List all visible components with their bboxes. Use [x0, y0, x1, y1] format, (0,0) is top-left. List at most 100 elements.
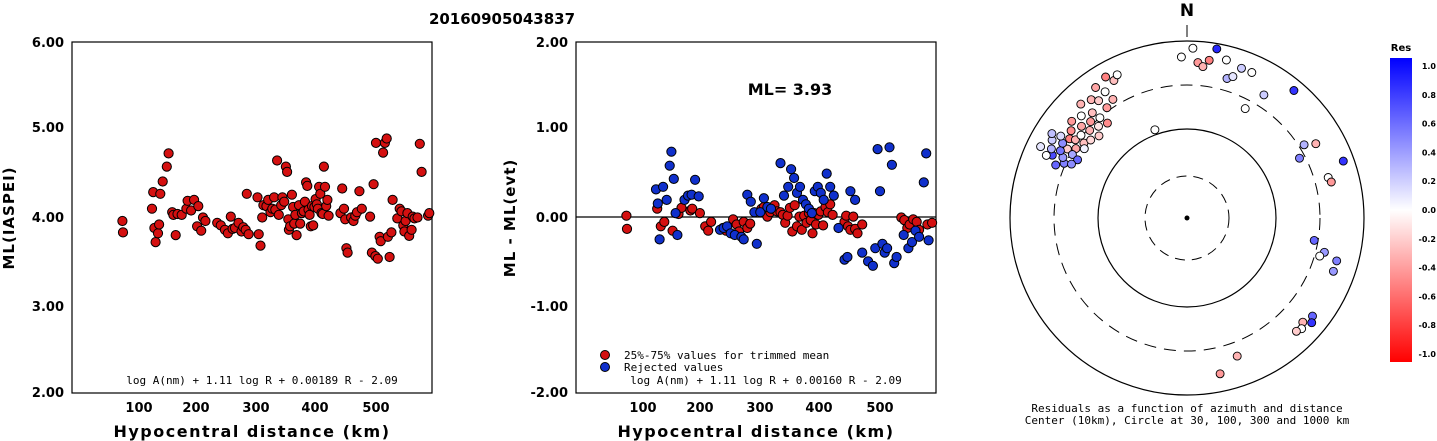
data-point	[923, 235, 934, 246]
y-tick-labels: 2.00 3.00 4.00 5.00 6.00	[32, 36, 64, 401]
station-markers	[1036, 43, 1348, 379]
station-marker	[1112, 70, 1122, 80]
station-marker	[1328, 266, 1338, 276]
data-point	[848, 211, 859, 222]
data-point	[703, 225, 714, 236]
data-point	[789, 200, 800, 211]
data-point	[857, 219, 868, 230]
circle-30km	[1144, 175, 1230, 261]
data-point	[291, 230, 302, 241]
data-point	[796, 224, 807, 235]
data-point	[845, 186, 856, 197]
y-tick-label: 3.00	[32, 300, 64, 315]
x-tick-label: 100	[629, 401, 656, 416]
station-marker	[1215, 369, 1225, 379]
data-point	[783, 181, 794, 192]
station-marker	[1332, 256, 1342, 266]
station-marker	[1338, 156, 1348, 166]
colorbar-tick-label: -0.6	[1419, 292, 1437, 301]
station-marker	[1056, 131, 1066, 141]
data-point	[806, 208, 818, 219]
data-point	[755, 207, 766, 218]
data-point	[670, 208, 681, 219]
data-point	[282, 166, 293, 177]
data-point	[818, 220, 829, 231]
data-point	[659, 216, 670, 227]
station-marker	[1086, 95, 1096, 105]
colorbar-tick-label: -0.4	[1419, 264, 1437, 273]
data-point	[664, 160, 675, 171]
data-point	[342, 247, 353, 258]
station-marker	[1237, 63, 1246, 73]
y-tick-label: -1.00	[531, 300, 568, 315]
x-tick-label: 200	[182, 401, 209, 416]
data-point	[273, 209, 284, 220]
data-point	[658, 181, 669, 192]
legend-marker-rejected	[600, 362, 610, 372]
station-marker	[1299, 140, 1309, 150]
data-point	[828, 190, 839, 201]
formula-text: log A(nm) + 1.11 log R + 0.00160 R - 2.0…	[630, 374, 902, 387]
x-axis-label: Hypocentral distance (km)	[617, 422, 894, 441]
station-marker	[1326, 177, 1336, 187]
data-point	[874, 186, 886, 197]
data-point	[243, 229, 254, 240]
data-point	[375, 236, 386, 247]
station-marker	[1036, 142, 1046, 152]
colorbar-tick-label: 0.4	[1422, 148, 1437, 157]
station-marker	[1094, 131, 1104, 141]
colorbar-tick-labels: 1.0 0.8 0.6 0.4 0.2 0.0 -0.2 -0.4 -0.6 -0.8 -1.0	[1419, 62, 1437, 359]
colorbar-tick-label: 0.6	[1422, 120, 1437, 129]
data-point	[319, 181, 331, 192]
colorbar-tick-label: 0.2	[1422, 177, 1436, 186]
station-marker	[1176, 52, 1186, 62]
data-point	[196, 225, 207, 236]
data-point	[318, 161, 329, 172]
station-marker	[1240, 104, 1250, 114]
data-point	[857, 247, 868, 258]
data-point	[661, 194, 672, 205]
station-marker	[1085, 125, 1095, 135]
y-tick-label: 5.00	[32, 121, 64, 136]
series-points	[621, 142, 938, 271]
data-point	[322, 194, 333, 205]
circle-100km	[1097, 128, 1277, 308]
station-marker	[1212, 44, 1222, 54]
data-point	[424, 208, 435, 219]
data-point	[898, 229, 909, 241]
station-marker	[1204, 55, 1214, 65]
station-marker	[1221, 55, 1231, 65]
x-axis-label: Hypocentral distance (km)	[113, 422, 390, 441]
x-tick-label: 100	[125, 401, 152, 416]
y-tick-label: 6.00	[32, 36, 64, 51]
data-point	[157, 176, 168, 187]
data-point	[789, 172, 800, 184]
legend-label: 25%-75% values for trimmed mean	[624, 349, 829, 362]
station-marker	[1073, 155, 1083, 165]
data-point	[668, 173, 679, 184]
data-point	[272, 155, 283, 166]
data-point	[842, 251, 853, 263]
data-point	[825, 181, 836, 192]
data-point	[621, 223, 633, 234]
station-marker	[1046, 144, 1056, 154]
data-point	[693, 191, 704, 202]
data-point	[706, 216, 717, 227]
data-point	[758, 193, 770, 204]
data-point	[906, 237, 918, 248]
station-marker	[1247, 68, 1257, 77]
colorbar-tick-label: -0.2	[1419, 235, 1437, 244]
station-marker	[1095, 113, 1105, 123]
x-tick-label: 400	[301, 401, 328, 416]
y-tick-labels: -2.00 -1.00 0.00 1.00 2.00	[531, 36, 568, 401]
x-tick-label: 500	[362, 401, 389, 416]
data-point	[279, 196, 290, 207]
data-point	[884, 142, 895, 153]
data-point	[738, 234, 749, 245]
polar-caption: Residuals as a function of azimuth and d…	[1031, 402, 1342, 415]
data-point	[170, 230, 181, 241]
station-marker	[1188, 43, 1198, 53]
data-point	[416, 166, 427, 177]
data-point	[882, 243, 893, 254]
data-point	[745, 218, 756, 229]
